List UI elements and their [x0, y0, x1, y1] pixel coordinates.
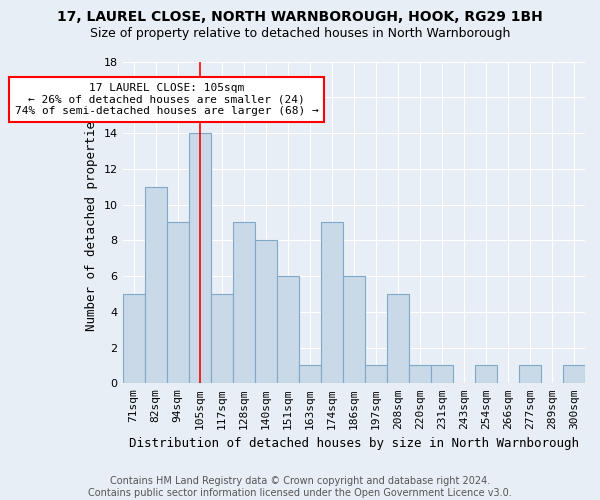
Bar: [563, 366, 585, 384]
Bar: [387, 294, 409, 384]
Bar: [475, 366, 497, 384]
Bar: [122, 294, 145, 384]
X-axis label: Distribution of detached houses by size in North Warnborough: Distribution of detached houses by size …: [129, 437, 579, 450]
Bar: [299, 366, 321, 384]
Bar: [365, 366, 387, 384]
Bar: [343, 276, 365, 384]
Bar: [431, 366, 453, 384]
Bar: [277, 276, 299, 384]
Text: 17 LAUREL CLOSE: 105sqm
← 26% of detached houses are smaller (24)
74% of semi-de: 17 LAUREL CLOSE: 105sqm ← 26% of detache…: [15, 83, 319, 116]
Bar: [409, 366, 431, 384]
Text: Contains HM Land Registry data © Crown copyright and database right 2024.
Contai: Contains HM Land Registry data © Crown c…: [88, 476, 512, 498]
Text: 17, LAUREL CLOSE, NORTH WARNBOROUGH, HOOK, RG29 1BH: 17, LAUREL CLOSE, NORTH WARNBOROUGH, HOO…: [57, 10, 543, 24]
Text: Size of property relative to detached houses in North Warnborough: Size of property relative to detached ho…: [90, 28, 510, 40]
Bar: [145, 186, 167, 384]
Bar: [211, 294, 233, 384]
Bar: [255, 240, 277, 384]
Bar: [519, 366, 541, 384]
Bar: [167, 222, 188, 384]
Bar: [233, 222, 255, 384]
Y-axis label: Number of detached properties: Number of detached properties: [85, 114, 98, 331]
Bar: [188, 133, 211, 384]
Bar: [321, 222, 343, 384]
